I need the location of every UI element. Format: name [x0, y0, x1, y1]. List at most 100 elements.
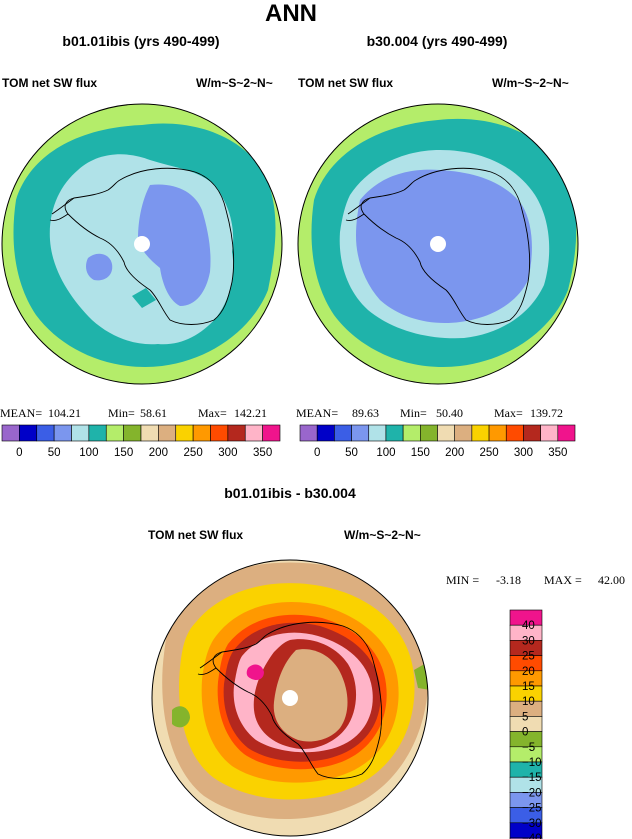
panel1-max-value: 142.21 [234, 406, 267, 420]
panel1-min-label: Min= [108, 406, 135, 420]
panel3-zone-interior [273, 649, 348, 742]
panel1-colorbar-tick-label: 150 [114, 447, 133, 459]
panel1-zone-ross-sea [132, 288, 156, 308]
panel2-max-label: Max= [494, 406, 523, 420]
panel1-max-label: Max= [198, 406, 227, 420]
panel3-title: b01.01ibis - b30.004 [224, 485, 356, 501]
figure-title: ANN [265, 0, 317, 27]
panel3-min-value: -3.18 [496, 573, 521, 587]
panel2-colorbar-tick-label: 250 [479, 447, 498, 459]
panel3-colorbar-tick-label: 20 [522, 666, 535, 678]
panel1-colorbar-tick-label: 100 [79, 447, 98, 459]
panel2-colorbar-box [299, 424, 318, 442]
panel3-colorbar-tick-label: −20 [522, 787, 542, 799]
panel1-title: b01.01ibis (yrs 490-499) [62, 33, 220, 49]
panel1-colorbar-box [36, 424, 55, 442]
panel1-map-border [1, 103, 283, 385]
panel1-colorbar-box [262, 424, 281, 442]
panel2-colorbar-box [316, 424, 335, 442]
panel2-colorbar-box [368, 424, 387, 442]
panel1-colorbar-box [1, 424, 20, 442]
panel1-colorbar-box [88, 424, 107, 442]
panel3-colorbar-tick-label: −5 [522, 742, 535, 754]
panel3-colorbar-tick-label: 15 [522, 681, 535, 693]
panel3-pole-marker [282, 690, 298, 706]
panel2-colorbar-box [523, 424, 541, 442]
panel2-colorbar-box [454, 424, 473, 442]
panel1-colorbar-box [175, 424, 194, 442]
panel1-zone-interior-west [86, 253, 113, 281]
panel2-colorbar-tick-label: 300 [514, 447, 533, 459]
panel1-min-value: 58.61 [140, 406, 167, 420]
panel3-map-border [151, 559, 429, 837]
panel2-mean-label: MEAN= [296, 406, 339, 420]
panel3-colorbar-tick-label: 5 [522, 711, 528, 723]
panel2-colorbar-box [420, 424, 438, 442]
panel2-colorbar: 0 50 100 150 200 250 300 350 [299, 424, 576, 459]
panel3-min-label: MIN = [446, 573, 480, 587]
panel2-max-value: 139.72 [530, 406, 563, 420]
panel2-colorbar-box [385, 424, 404, 442]
panel3-zone-minus5-west [172, 706, 190, 728]
panel2-map-border [297, 103, 579, 385]
panel2-title: b30.004 (yrs 490-499) [366, 33, 508, 49]
panel1-colorbar-box [71, 424, 90, 442]
panel3-max-label: MAX = [544, 573, 582, 587]
panel3-colorbar-tick-label: 0 [522, 727, 528, 739]
panel1-colorbar-tick-label: 300 [218, 447, 237, 459]
panel3-colorbar-tick-label: 10 [522, 696, 535, 708]
panel1-variable: TOM net SW flux [2, 76, 98, 90]
panel2-mean-value: 89.63 [352, 406, 379, 420]
panel3-colorbar-tick-label: 30 [522, 635, 535, 647]
panel2-colorbar-box [402, 424, 421, 442]
panel2-colorbar-tick-label: 0 [314, 447, 320, 459]
panel1-units: W/m~S~2~N~ [196, 76, 273, 90]
panel1-colorbar-tick-label: 0 [16, 447, 22, 459]
panel1-colorbar-box [53, 424, 72, 442]
panel1-colorbar-box [244, 424, 263, 442]
panel2-colorbar-tick-label: 50 [345, 447, 358, 459]
panel2-variable: TOM net SW flux [298, 76, 394, 90]
panel2-colorbar-tick-label: 350 [548, 447, 567, 459]
panel2-min-label: Min= [400, 406, 427, 420]
panel2-colorbar-tick-label: 150 [411, 447, 430, 459]
panel2-colorbar-box [557, 424, 576, 442]
panel1-mean-label: MEAN= [0, 406, 43, 420]
panel3-colorbar-tick-label: −15 [522, 772, 542, 784]
panel2-map [297, 103, 579, 385]
panel1-colorbar-tick-label: 200 [149, 447, 168, 459]
panel2-colorbar-tick-label: 100 [376, 447, 395, 459]
panel2-colorbar-box [505, 424, 524, 442]
panel3-map [151, 559, 429, 837]
panel1-colorbar-box [227, 424, 246, 442]
panel1-colorbar-tick-label: 50 [48, 447, 61, 459]
panel3-zone-40 [246, 664, 264, 680]
panel3-colorbar: 40 30 25 20 15 10 5 0 −5 −10 −15 −20 −25 −30 −40 [509, 609, 543, 839]
panel1-zone-interior [138, 184, 211, 306]
panel3-variable: TOM net SW flux [148, 528, 244, 542]
panel1-colorbar-box [192, 424, 211, 442]
panel2-peninsula-outline [345, 197, 371, 221]
panel3-colorbar-tick-label: −30 [522, 818, 542, 830]
panel1-peninsula-outline [49, 197, 75, 221]
panel1-colorbar-box [123, 424, 142, 442]
panel1-colorbar-box [105, 424, 124, 442]
panel3-max-value: 42.00 [598, 573, 625, 587]
panel3-colorbar-tick-label: −40 [522, 833, 542, 839]
panel1-colorbar-box [19, 424, 38, 442]
panel1-colorbar-tick-label: 250 [184, 447, 203, 459]
panel1-pole-marker [134, 236, 150, 252]
panel1-map [1, 103, 283, 385]
panel3-peninsula-outline [197, 651, 223, 675]
panel2-units: W/m~S~2~N~ [492, 76, 569, 90]
panel3-colorbar-tick-label: −25 [522, 803, 542, 815]
panel2-colorbar-box [437, 424, 455, 442]
panel1-colorbar-box [210, 424, 229, 442]
panel3-colorbar-tick-label: −10 [522, 757, 542, 769]
panel3-colorbar-tick-label: 25 [522, 651, 535, 663]
panel2-pole-marker [430, 236, 446, 252]
panel1-colorbar-box [158, 424, 177, 442]
panel2-colorbar-box [540, 424, 559, 442]
panel3-units: W/m~S~2~N~ [344, 528, 421, 542]
